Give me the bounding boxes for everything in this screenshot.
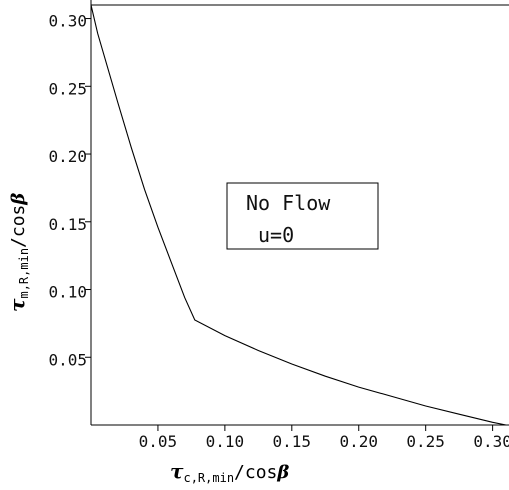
x-axis-label: τc,R,min/cosβ: [170, 459, 289, 485]
y-tick-label: 0.05: [48, 350, 87, 369]
x-ticks: 0.05 0.10 0.15 0.20 0.25 0.30: [139, 425, 509, 451]
x-tick-label: 0.15: [273, 432, 312, 451]
series-layer: [90, 4, 507, 426]
y-ticks: 0.05 0.10 0.15 0.20 0.25 0.30: [48, 12, 91, 369]
x-axis-label-suffix: /cos: [234, 462, 277, 483]
y-tick-label: 0.10: [48, 283, 87, 302]
y-axis-label-subscript: m,R,min: [17, 248, 31, 299]
y-axis-label: τm,R,min/cosβ: [5, 193, 31, 312]
x-axis-label-subscript: c,R,min: [183, 471, 234, 485]
y-tick-label: 0.30: [48, 12, 87, 31]
x-tick-label: 0.30: [473, 432, 509, 451]
y-axis-label-group: τm,R,min/cosβ: [5, 193, 31, 312]
x-tick-label: 0.05: [139, 432, 178, 451]
x-tick-label: 0.20: [339, 432, 378, 451]
series-line: [90, 4, 507, 426]
x-tick-label: 0.10: [206, 432, 245, 451]
annotation-frame: [226, 182, 379, 250]
annotation-box: No Flow u=0: [226, 182, 379, 250]
y-axis-label-suffix: /cos: [8, 205, 29, 248]
annotation-line-1: No Flow: [246, 191, 331, 215]
y-tick-label: 0.15: [48, 215, 87, 234]
x-axis-label-beta: β: [276, 462, 289, 483]
x-axis-label-symbol: τ: [170, 459, 184, 483]
y-axis-label-beta: β: [8, 193, 29, 206]
annotation-line-2: u=0: [258, 223, 294, 247]
y-axis-label-symbol: τ: [5, 298, 29, 312]
y-tick-label: 0.25: [48, 79, 87, 98]
y-tick-label: 0.20: [48, 147, 87, 166]
axes: [90, 0, 509, 426]
x-tick-label: 0.25: [406, 432, 445, 451]
